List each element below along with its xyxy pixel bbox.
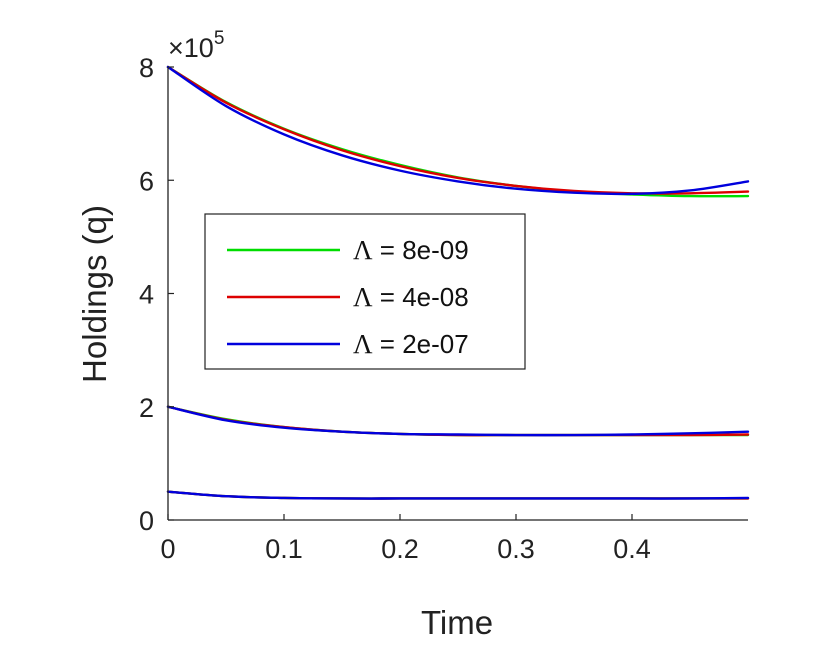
legend-value-2: = 4e-08: [373, 282, 469, 312]
axis-labels: Time Holdings (q) ×105: [76, 28, 493, 641]
x-tick-label-0: 0: [160, 534, 175, 564]
series-3: [166, 65, 750, 500]
y-tick-label-1: 2: [139, 393, 154, 423]
legend-symbol-1: Λ: [353, 235, 373, 265]
axes: 0 0.1 0.2 0.3 0.4 0 2 4 6 8: [139, 53, 748, 564]
y-exponent-label: ×105: [168, 28, 224, 63]
legend-label-2: Λ = 4e-08: [353, 282, 469, 312]
x-axis-title: Time: [421, 604, 493, 641]
series-3-line-3: [166, 490, 750, 500]
legend: Λ = 8e-09Λ = 4e-08Λ = 2e-07: [204, 213, 526, 370]
y-tick-label-0: 0: [139, 506, 154, 536]
legend-value-3: = 2e-07: [373, 329, 469, 359]
y-tick-label-2: 4: [139, 280, 154, 310]
y-tick-label-4: 8: [139, 53, 154, 83]
series-3-line-2: [166, 405, 750, 437]
x-tick-label-1: 0.1: [265, 534, 303, 564]
series-layer: [166, 65, 750, 500]
series-3-line-1: [166, 65, 750, 196]
y-tick-label-3: 6: [139, 166, 154, 196]
legend-label-1: Λ = 8e-09: [353, 235, 469, 265]
legend-symbol-3: Λ: [353, 329, 373, 359]
y-exponent-base: ×10: [168, 33, 214, 63]
x-tick-label-4: 0.4: [613, 534, 651, 564]
y-exponent-power: 5: [214, 28, 225, 49]
y-axis-title: Holdings (q): [76, 205, 113, 383]
legend-symbol-2: Λ: [353, 282, 373, 312]
x-tick-label-3: 0.3: [497, 534, 535, 564]
x-tick-label-2: 0.2: [381, 534, 419, 564]
legend-value-1: = 8e-09: [373, 235, 469, 265]
legend-label-3: Λ = 2e-07: [353, 329, 469, 359]
